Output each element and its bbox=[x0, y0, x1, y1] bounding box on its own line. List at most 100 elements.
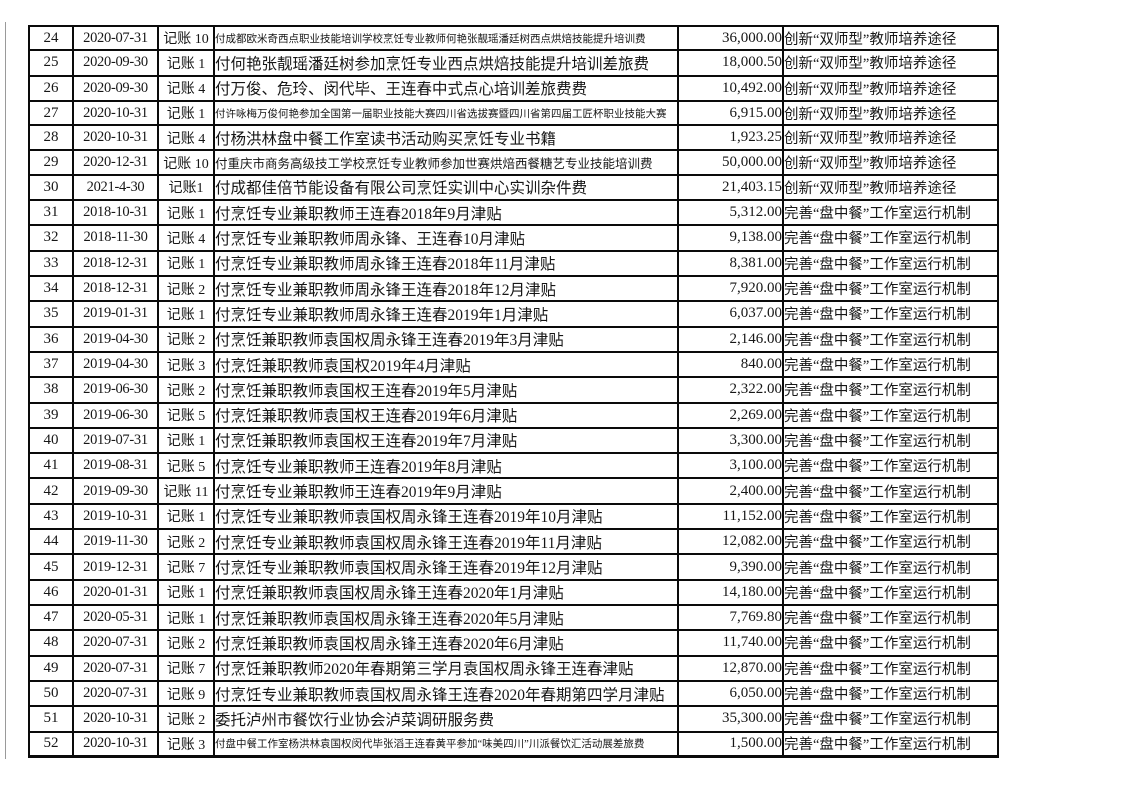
date-cell: 2020-07-31 bbox=[72, 24, 159, 52]
row-number-cell: 32 bbox=[28, 224, 74, 252]
row-number-cell: 25 bbox=[28, 49, 74, 77]
amount-cell: 5,312.00 bbox=[677, 198, 784, 227]
description-cell: 付烹饪专业兼职教师王连春2018年9月津贴 bbox=[213, 198, 679, 227]
category-cell: 完善“盘中餐”工作室运行机制 bbox=[782, 376, 999, 404]
category-cell: 创新“双师型”教师培养途径 bbox=[782, 124, 999, 152]
category-cell: 完善“盘中餐”工作室运行机制 bbox=[782, 274, 999, 303]
category-cell: 完善“盘中餐”工作室运行机制 bbox=[782, 730, 999, 758]
row-number-cell: 35 bbox=[28, 300, 74, 328]
description-cell: 付成都佳倍节能设备有限公司烹饪实训中心实训杂件费 bbox=[213, 173, 679, 202]
table-row: 44 2019-11-30 记账 2 付烹饪专业兼职教师袁国权周永锋王连春201… bbox=[28, 528, 999, 556]
row-number-cell: 48 bbox=[28, 629, 74, 657]
amount-cell: 9,138.00 bbox=[677, 224, 784, 252]
category-cell: 完善“盘中餐”工作室运行机制 bbox=[782, 502, 999, 531]
amount-cell: 36,000.00 bbox=[677, 24, 784, 52]
table-row: 28 2020-10-31 记账 4 付杨洪林盘中餐工作室读书活动购买烹饪专业书… bbox=[28, 124, 999, 152]
voucher-type-cell: 记账 1 bbox=[157, 502, 215, 531]
amount-cell: 3,100.00 bbox=[677, 452, 784, 480]
row-number-cell: 37 bbox=[28, 350, 74, 379]
description-cell: 付烹饪兼职教师2020年春期第三学月袁国权周永锋王连春津贴 bbox=[213, 654, 679, 682]
table-row: 52 2020-10-31 记账 3 付盘中餐工作室杨洪林袁国权闵代毕张滔王连春… bbox=[28, 730, 999, 758]
row-number-cell: 26 bbox=[28, 74, 74, 102]
table-row: 49 2020-07-31 记账 7 付烹饪兼职教师2020年春期第三学月袁国权… bbox=[28, 654, 999, 682]
row-number-cell: 38 bbox=[28, 376, 74, 404]
description-cell: 付烹饪兼职教师袁国权王连春2019年7月津贴 bbox=[213, 426, 679, 455]
date-cell: 2020-01-31 bbox=[72, 578, 159, 607]
date-cell: 2020-07-31 bbox=[72, 654, 159, 682]
voucher-type-cell: 记账 2 bbox=[157, 528, 215, 556]
table-row: 40 2019-07-31 记账 1 付烹饪兼职教师袁国权王连春2019年7月津… bbox=[28, 426, 999, 455]
category-cell: 创新“双师型”教师培养途径 bbox=[782, 99, 999, 127]
amount-cell: 7,769.80 bbox=[677, 603, 784, 632]
date-cell: 2020-10-31 bbox=[72, 730, 159, 758]
voucher-type-cell: 记账 7 bbox=[157, 553, 215, 581]
table-row: 33 2018-12-31 记账 1 付烹饪专业兼职教师周永锋王连春2018年1… bbox=[28, 249, 999, 277]
date-cell: 2019-06-30 bbox=[72, 376, 159, 404]
category-cell: 创新“双师型”教师培养途径 bbox=[782, 149, 999, 176]
voucher-type-cell: 记账 3 bbox=[157, 350, 215, 379]
voucher-type-cell: 记账 1 bbox=[157, 99, 215, 127]
table-row: 34 2018-12-31 记账 2 付烹饪专业兼职教师周永锋王连春2018年1… bbox=[28, 274, 999, 303]
scan-edge-line bbox=[5, 22, 6, 759]
row-number-cell: 43 bbox=[28, 502, 74, 531]
table-row: 32 2018-11-30 记账 4 付烹饪专业兼职教师周永锋、王连春10月津贴… bbox=[28, 224, 999, 252]
row-number-cell: 42 bbox=[28, 477, 74, 505]
voucher-type-cell: 记账 11 bbox=[157, 477, 215, 505]
date-cell: 2019-06-30 bbox=[72, 401, 159, 429]
date-cell: 2020-07-31 bbox=[72, 679, 159, 708]
category-cell: 完善“盘中餐”工作室运行机制 bbox=[782, 603, 999, 632]
category-cell: 完善“盘中餐”工作室运行机制 bbox=[782, 426, 999, 455]
table-row: 47 2020-05-31 记账 1 付烹饪兼职教师袁国权周永锋王连春2020年… bbox=[28, 603, 999, 632]
description-cell: 付烹饪兼职教师袁国权周永锋王连春2020年5月津贴 bbox=[213, 603, 679, 632]
table-row: 41 2019-08-31 记账 5 付烹饪专业兼职教师王连春2019年8月津贴… bbox=[28, 452, 999, 480]
voucher-type-cell: 记账 1 bbox=[157, 198, 215, 227]
date-cell: 2019-01-31 bbox=[72, 300, 159, 328]
amount-cell: 2,400.00 bbox=[677, 477, 784, 505]
row-number-cell: 40 bbox=[28, 426, 74, 455]
table-row: 27 2020-10-31 记账 1 付许咏梅万俊何艳参加全国第一届职业技能大赛… bbox=[28, 99, 999, 127]
amount-cell: 2,269.00 bbox=[677, 401, 784, 429]
category-cell: 完善“盘中餐”工作室运行机制 bbox=[782, 249, 999, 277]
row-number-cell: 36 bbox=[28, 325, 74, 353]
amount-cell: 12,870.00 bbox=[677, 654, 784, 682]
voucher-type-cell: 记账 4 bbox=[157, 74, 215, 102]
row-number-cell: 50 bbox=[28, 679, 74, 708]
table-row: 24 2020-07-31 记账 10 付成都欧米奇西点职业技能培训学校烹饪专业… bbox=[28, 24, 999, 52]
table-row: 39 2019-06-30 记账 5 付烹饪兼职教师袁国权王连春2019年6月津… bbox=[28, 401, 999, 429]
date-cell: 2020-09-30 bbox=[72, 49, 159, 77]
amount-cell: 6,915.00 bbox=[677, 99, 784, 127]
amount-cell: 11,740.00 bbox=[677, 629, 784, 657]
category-cell: 完善“盘中餐”工作室运行机制 bbox=[782, 578, 999, 607]
ledger-table-body: 24 2020-07-31 记账 10 付成都欧米奇西点职业技能培训学校烹饪专业… bbox=[28, 24, 999, 758]
category-cell: 完善“盘中餐”工作室运行机制 bbox=[782, 350, 999, 379]
description-cell: 付烹饪兼职教师袁国权王连春2019年5月津贴 bbox=[213, 376, 679, 404]
voucher-type-cell: 记账 1 bbox=[157, 49, 215, 77]
category-cell: 完善“盘中餐”工作室运行机制 bbox=[782, 705, 999, 733]
description-cell: 付万俊、危玲、闵代毕、王连春中式点心培训差旅费费 bbox=[213, 74, 679, 102]
row-number-cell: 52 bbox=[28, 730, 74, 758]
voucher-type-cell: 记账 2 bbox=[157, 274, 215, 303]
date-cell: 2020-12-31 bbox=[72, 149, 159, 176]
row-number-cell: 47 bbox=[28, 603, 74, 632]
voucher-type-cell: 记账 1 bbox=[157, 300, 215, 328]
row-number-cell: 46 bbox=[28, 578, 74, 607]
description-cell: 付重庆市商务高级技工学校烹饪专业教师参加世赛烘焙西餐糖艺专业技能培训费 bbox=[213, 149, 679, 176]
table-row: 37 2019-04-30 记账 3 付烹饪兼职教师袁国权2019年4月津贴 8… bbox=[28, 350, 999, 379]
row-number-cell: 31 bbox=[28, 198, 74, 227]
voucher-type-cell: 记账 4 bbox=[157, 124, 215, 152]
table-row: 50 2020-07-31 记账 9 付烹饪专业兼职教师袁国权周永锋王连春202… bbox=[28, 679, 999, 708]
row-number-cell: 45 bbox=[28, 553, 74, 581]
amount-cell: 11,152.00 bbox=[677, 502, 784, 531]
category-cell: 完善“盘中餐”工作室运行机制 bbox=[782, 528, 999, 556]
voucher-type-cell: 记账 1 bbox=[157, 603, 215, 632]
description-cell: 付烹饪兼职教师袁国权周永锋王连春2020年6月津贴 bbox=[213, 629, 679, 657]
voucher-type-cell: 记账 4 bbox=[157, 224, 215, 252]
voucher-type-cell: 记账1 bbox=[157, 173, 215, 202]
row-number-cell: 34 bbox=[28, 274, 74, 303]
category-cell: 完善“盘中餐”工作室运行机制 bbox=[782, 654, 999, 682]
voucher-type-cell: 记账 10 bbox=[157, 149, 215, 176]
description-cell: 付何艳张靓瑶潘廷树参加烹饪专业西点烘焙技能提升培训差旅费 bbox=[213, 49, 679, 77]
description-cell: 付烹饪专业兼职教师王连春2019年9月津贴 bbox=[213, 477, 679, 505]
category-cell: 完善“盘中餐”工作室运行机制 bbox=[782, 452, 999, 480]
row-number-cell: 49 bbox=[28, 654, 74, 682]
